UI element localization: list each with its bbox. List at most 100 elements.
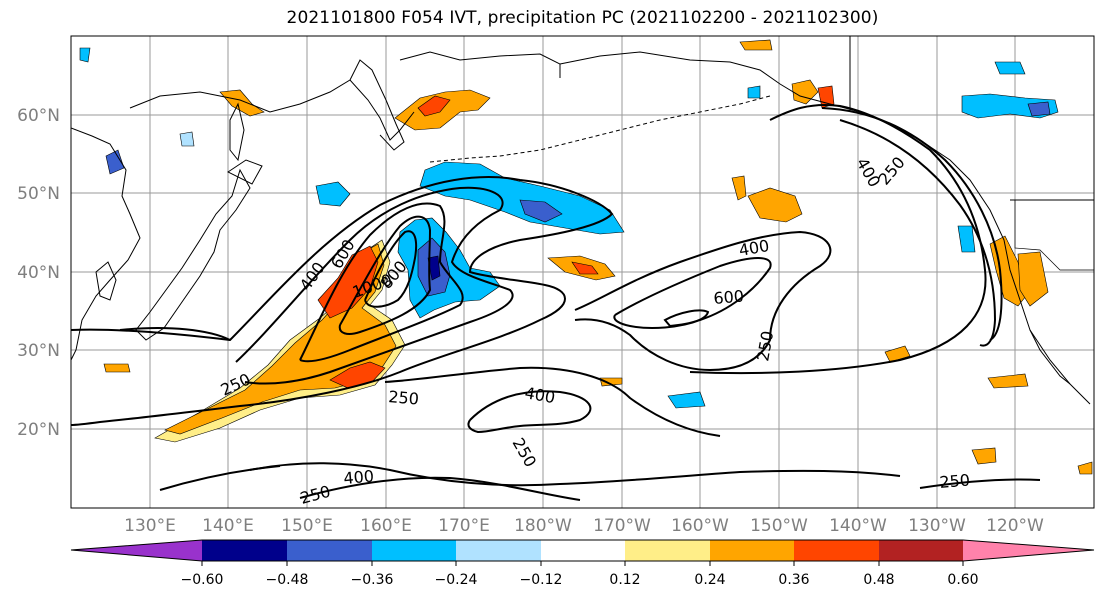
precip-negative-patches [79, 47, 1059, 409]
ivt-contour-600 [839, 119, 997, 347]
precip-patch [731, 175, 747, 201]
lon-label: 160°W [671, 516, 729, 536]
lon-label: 120°W [986, 516, 1044, 536]
ivt-contour-400 [249, 462, 901, 487]
colorbar-swatch [879, 540, 963, 561]
colorbar-extend-high [963, 540, 1094, 561]
ivt-contour-250 [71, 176, 614, 426]
ivt-contours [71, 104, 1041, 501]
coastline-korea [95, 261, 117, 301]
longitude-labels: 130°E 140°E 150°E 160°E 170°E 180°W 170°… [124, 516, 1044, 536]
lat-label: 30°N [17, 341, 60, 361]
colorbar-label: 0.36 [778, 572, 809, 588]
precip-patch [317, 245, 379, 319]
precip-patch [519, 199, 563, 223]
ivt-contour-400 [384, 366, 721, 437]
ivt-contour-600 [299, 202, 464, 363]
precip-patch [219, 89, 265, 117]
ivt-contour-400 [613, 257, 772, 329]
precip-patch [989, 235, 1027, 307]
colorbar-swatch [625, 540, 710, 561]
precip-patch [747, 85, 761, 99]
colorbar-swatch [794, 540, 879, 561]
ivt-contour-800 [338, 215, 432, 335]
precip-patch [1017, 251, 1049, 307]
ivt-contour-250 [919, 478, 1041, 489]
lat-label: 60°N [17, 106, 60, 126]
precip-patch [994, 61, 1026, 75]
precip-patch [987, 373, 1029, 389]
coastline-hokkaido [227, 159, 263, 185]
ivt-contour-400 [821, 107, 1003, 341]
colorbar-label: −0.36 [351, 572, 394, 588]
precip-patch [397, 217, 501, 319]
precip-patch [79, 47, 91, 63]
lon-label: 160°E [360, 516, 412, 536]
colorbar-extend-low [71, 540, 202, 561]
ivt-contour-250 [119, 327, 231, 341]
precip-patch [179, 131, 195, 147]
precip-patch [884, 345, 911, 363]
colorbar-label: −0.60 [181, 572, 224, 588]
precip-patch [599, 377, 623, 387]
precip-patch [747, 187, 803, 223]
precip-patch [791, 79, 819, 105]
ivt-contour-600 [663, 309, 710, 328]
lat-label: 50°N [17, 184, 60, 204]
ivt-contour-250 [467, 390, 592, 434]
coastline-okhotsk [129, 79, 415, 141]
coastline-sakhalin [229, 102, 245, 162]
precip-positive-patches [103, 39, 1093, 475]
precip-patch [394, 89, 491, 131]
graticule [71, 36, 1094, 508]
contour-label: 250 [388, 387, 420, 409]
colorbar-swatch [202, 540, 287, 561]
map-frame [70, 35, 1095, 509]
ivt-contour-400 [235, 186, 514, 385]
precip-patch [315, 181, 351, 207]
latitude-labels: 60°N 50°N 40°N 30°N 20°N [17, 106, 60, 440]
coastline-asia [71, 127, 141, 361]
precip-patch [164, 243, 397, 435]
coastline-aleutians [429, 95, 771, 163]
coastline-siberia [399, 51, 561, 78]
lon-label: 130°E [124, 516, 176, 536]
lat-label: 20°N [17, 420, 60, 440]
contour-label: 600 [713, 286, 745, 308]
precip-patch [571, 261, 599, 275]
colorbar-swatch [710, 540, 794, 561]
colorbar-label: 0.24 [694, 572, 725, 588]
precip-patch [971, 447, 997, 465]
precip-patch [419, 161, 625, 235]
ivt-contour-250 [574, 230, 832, 372]
map-plot: 400 600 1000 800 250 400 250 400 250 400… [71, 36, 1094, 508]
precip-patch [667, 391, 706, 409]
colorbar-label: −0.48 [266, 572, 309, 588]
precip-patch [739, 39, 773, 51]
ivt-contour-1000 [364, 230, 418, 308]
precip-patch [427, 255, 441, 281]
colorbar-swatch [456, 540, 541, 561]
precip-patch [105, 149, 125, 175]
coastline-alaska [559, 51, 1091, 405]
precip-patch [1077, 461, 1093, 475]
coastline-kamchatka [349, 59, 405, 151]
lon-label: 150°E [281, 516, 333, 536]
colorbar: −0.60 −0.48 −0.36 −0.24 −0.12 0.12 0.24 … [70, 539, 1095, 588]
colorbar-swatch [372, 540, 456, 561]
colorbar-swatch [287, 540, 372, 561]
coastline-baja [1029, 329, 1071, 385]
lat-label: 40°N [17, 263, 60, 283]
lon-label: 150°W [750, 516, 808, 536]
lon-label: 130°W [908, 516, 966, 536]
lon-label: 180°W [514, 516, 572, 536]
coastlines [71, 36, 1094, 405]
colorbar-label: 0.12 [609, 572, 640, 588]
lon-label: 170°W [593, 516, 651, 536]
precip-patch [103, 363, 131, 373]
coastline-japan [135, 168, 251, 341]
lon-label: 170°E [438, 516, 490, 536]
precip-patch [957, 225, 976, 253]
border-states [1014, 200, 1094, 271]
